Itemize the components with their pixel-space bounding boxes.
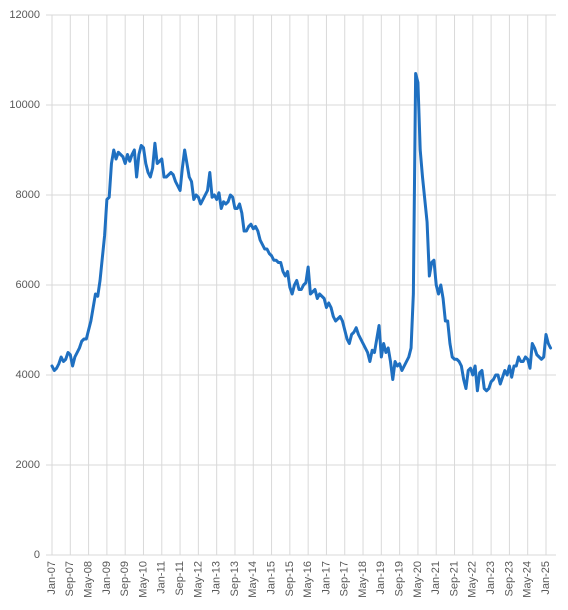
x-tick-label: May-08 (82, 561, 94, 598)
x-tick-label: May-22 (467, 561, 479, 598)
x-tick-label: Jan-15 (265, 561, 277, 595)
x-tick-label: May-24 (522, 561, 534, 598)
x-tick-label: May-14 (247, 561, 259, 598)
x-tick-label: Jan-11 (156, 561, 168, 594)
x-tick-label: Sep-09 (119, 561, 131, 596)
x-tick-label: May-10 (137, 561, 149, 598)
x-tick-label: Sep-15 (284, 561, 296, 596)
y-tick-label: 2000 (16, 459, 40, 471)
x-tick-label: May-12 (192, 561, 204, 598)
x-tick-label: Jan-25 (540, 561, 552, 595)
y-tick-label: 6000 (16, 279, 40, 291)
x-tick-label: May-16 (302, 561, 314, 598)
y-tick-label: 4000 (16, 369, 40, 381)
x-tick-label: May-20 (412, 561, 424, 598)
x-tick-label: Jan-19 (375, 561, 387, 595)
y-tick-label: 10000 (9, 99, 40, 111)
x-tick-label: Sep-23 (503, 561, 515, 596)
x-tick-label: May-18 (357, 561, 369, 598)
y-tick-label: 8000 (16, 189, 40, 201)
y-tick-label: 0 (34, 549, 40, 561)
x-tick-label: Sep-21 (448, 561, 460, 596)
x-tick-label: Sep-07 (64, 561, 76, 596)
line (50, 72, 553, 393)
x-tick-label: Jan-07 (46, 561, 58, 595)
y-tick-label: 12000 (9, 9, 40, 21)
x-tick-label: Jan-09 (101, 561, 113, 595)
x-tick-label: Jan-13 (211, 561, 223, 595)
x-tick-label: Sep-11 (174, 561, 186, 596)
x-tick-label: Jan-21 (430, 561, 442, 595)
x-tick-label: Sep-19 (394, 561, 406, 596)
x-tick-label: Jan-23 (485, 561, 497, 595)
x-tick-label: Jan-17 (320, 561, 332, 595)
x-tick-label: Sep-17 (339, 561, 351, 596)
x-tick-label: Sep-13 (229, 561, 241, 596)
